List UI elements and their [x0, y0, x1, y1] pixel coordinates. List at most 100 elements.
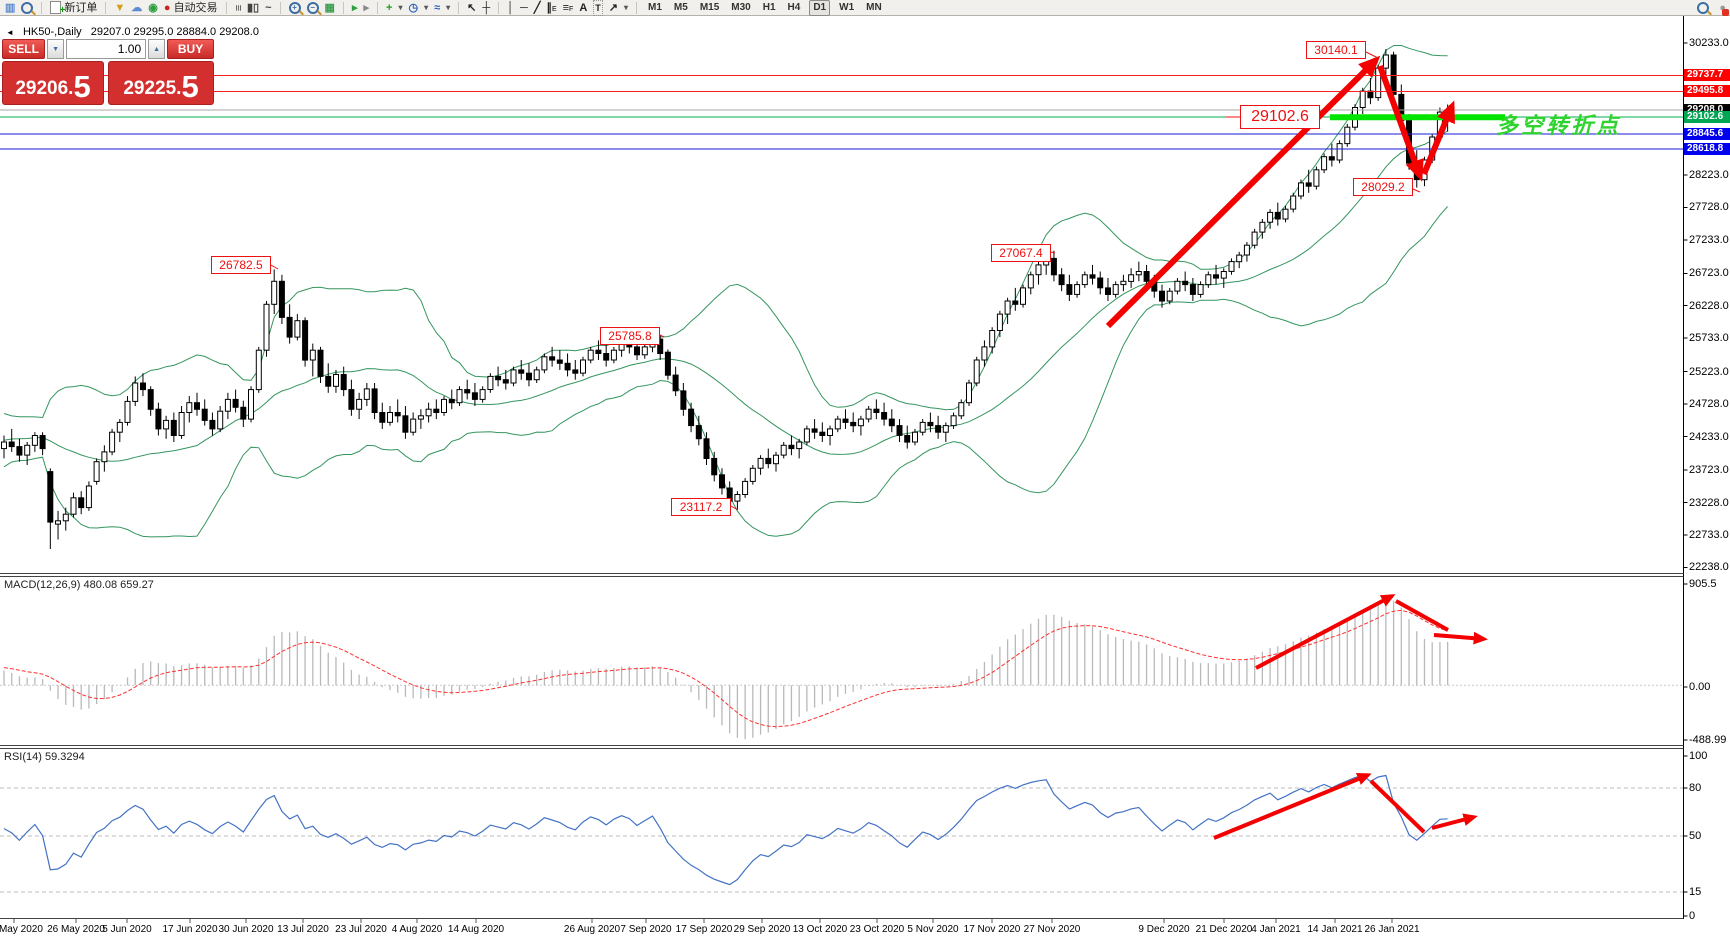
search-icon[interactable] — [1697, 1, 1710, 15]
date-label: 23 Jul 2020 — [335, 924, 387, 935]
date-label: 14 Jan 2021 — [1307, 924, 1363, 935]
price-marker: 29102.6 — [1684, 111, 1730, 124]
buy-price-main: 29225. — [123, 78, 182, 99]
toolbar-separator — [279, 1, 281, 14]
date-label: 4 Jan 2021 — [1251, 924, 1301, 935]
date-label: 13 Oct 2020 — [792, 924, 848, 935]
symbol-marker-icon: ◄ — [6, 28, 14, 37]
cursor-icon[interactable]: ↖ — [467, 1, 477, 14]
line-chart-icon[interactable]: ~ — [265, 1, 272, 14]
bar-chart-icon[interactable]: ≡ — [231, 4, 244, 11]
macd-layer — [0, 598, 1684, 740]
date-label: 4 Aug 2020 — [391, 924, 443, 935]
text-icon[interactable]: A — [579, 1, 588, 14]
new-order-button[interactable]: 新订单 — [50, 1, 97, 18]
price-callout: 25785.8 — [600, 327, 660, 345]
community-icon[interactable]: ☁ — [131, 1, 143, 14]
horizontal-lines-layer — [0, 75, 1684, 150]
period-clock-icon[interactable]: ◷ — [408, 1, 419, 14]
symbol-period-label: HK50-,Daily — [22, 26, 82, 38]
buy-button[interactable]: BUY — [167, 39, 214, 59]
rsi-tick: 15 — [1689, 886, 1702, 898]
shapes-icon[interactable]: ↗ — [608, 1, 618, 14]
volume-increase-button[interactable]: ▲ — [148, 39, 166, 59]
date-label: 26 Jan 2021 — [1364, 924, 1420, 935]
signals-icon[interactable]: ◉ — [148, 1, 158, 14]
toolbar-separator — [342, 1, 344, 14]
price-marker: 29737.7 — [1684, 69, 1730, 82]
candlestick-icon[interactable]: ▮▯ — [246, 1, 260, 14]
new-chart-icon[interactable]: ▥ — [5, 1, 16, 14]
toolbar-separator — [377, 1, 378, 14]
price-tick: 22238.0 — [1689, 561, 1729, 574]
tf-button-m15[interactable]: M15 — [699, 1, 720, 13]
price-callout: 29102.6 — [1240, 105, 1320, 129]
zoom-in-icon[interactable]: + — [288, 1, 301, 15]
sell-price-box[interactable]: 29206. 5 — [2, 61, 104, 105]
date-label: 26 Aug 2020 — [563, 924, 621, 935]
date-label: 26 May 2020 — [47, 924, 105, 935]
add-indicator-icon[interactable]: + — [386, 1, 393, 14]
sell-button[interactable]: SELL — [2, 39, 46, 59]
date-label: 5 Jun 2020 — [102, 924, 152, 935]
trend-arrows-layer — [268, 51, 1488, 840]
tf-button-w1[interactable]: W1 — [839, 1, 855, 13]
toolbar-separator — [498, 1, 500, 14]
trendline-icon[interactable]: ╱ — [533, 1, 541, 14]
channel-icon[interactable]: ∥ E — [546, 1, 557, 14]
tile-windows-icon[interactable]: ▦ — [324, 1, 335, 14]
auto-scroll-icon[interactable]: ▸ — [351, 1, 358, 14]
price-tick: 23723.0 — [1689, 464, 1729, 477]
crosshair-icon[interactable]: ┼ — [482, 1, 491, 14]
tf-button-m30[interactable]: M30 — [731, 1, 751, 13]
price-tick: 28223.0 — [1689, 168, 1729, 181]
tf-button-m5[interactable]: M5 — [673, 1, 688, 13]
profiles-preview-icon[interactable] — [21, 1, 34, 15]
chart-shift-icon[interactable]: ▸ — [363, 1, 369, 14]
macd-tick: 0.00 — [1689, 681, 1711, 693]
price-callout: 23117.2 — [671, 498, 731, 516]
date-label: 17 Nov 2020 — [963, 924, 1021, 935]
label-icon[interactable]: T — [593, 0, 603, 16]
volume-decrease-button[interactable]: ▼ — [47, 39, 65, 59]
template-icon[interactable]: ≈ — [434, 1, 441, 14]
price-tick: 24728.0 — [1689, 398, 1729, 411]
one-click-trading-panel: SELL ▼ ▲ BUY 29206.5 29225.5 — [2, 39, 214, 105]
price-callout: 27067.4 — [991, 244, 1051, 262]
price-tick: 22733.0 — [1689, 529, 1729, 541]
candles-layer — [1, 49, 1451, 549]
price-tick: 27728.0 — [1689, 201, 1729, 214]
horizontal-line-icon[interactable]: ─ — [520, 1, 528, 14]
indicator-caret-icon[interactable]: ▾ — [398, 2, 403, 12]
autotrade-button[interactable]: ● 自动交易 — [163, 1, 218, 14]
sell-price-main: 29206. — [15, 78, 74, 99]
date-label: 9 Dec 2020 — [1138, 924, 1190, 935]
price-callout: 30140.1 — [1306, 41, 1366, 59]
vertical-line-icon[interactable]: │ — [507, 1, 515, 14]
date-label: 13 Jul 2020 — [277, 924, 329, 935]
zoom-out-icon[interactable]: − — [306, 1, 319, 15]
tf-button-mn[interactable]: MN — [866, 1, 882, 13]
shapes-caret-icon[interactable]: ▾ — [624, 2, 629, 12]
rsi-tick: 0 — [1689, 910, 1696, 922]
mql-funnel-icon[interactable]: ▼ — [114, 1, 126, 14]
tf-button-h1[interactable]: H1 — [762, 1, 776, 13]
tf-button-h4[interactable]: H4 — [787, 1, 801, 13]
buy-price-box[interactable]: 29225. 5 — [108, 61, 214, 105]
date-label: 27 Nov 2020 — [1023, 924, 1081, 935]
rsi-tick: 80 — [1689, 782, 1702, 794]
template-caret-icon[interactable]: ▾ — [446, 2, 451, 12]
period-caret-icon[interactable]: ▾ — [424, 2, 429, 12]
date-label: 5 Nov 2020 — [907, 924, 959, 935]
tf-button-m1[interactable]: M1 — [648, 1, 662, 13]
price-tick: 25733.0 — [1689, 332, 1729, 345]
notifications-icon[interactable]: ● — [1719, 1, 1729, 16]
fibonacci-icon[interactable]: ≡ F — [562, 1, 574, 14]
toolbar-separator — [225, 1, 227, 14]
volume-input[interactable] — [66, 39, 147, 59]
macd-indicator-label: MACD(12,26,9) 480.08 659.27 — [4, 579, 154, 591]
tf-button-d1[interactable]: D1 — [809, 0, 831, 16]
price-tick: 30233.0 — [1689, 37, 1729, 49]
